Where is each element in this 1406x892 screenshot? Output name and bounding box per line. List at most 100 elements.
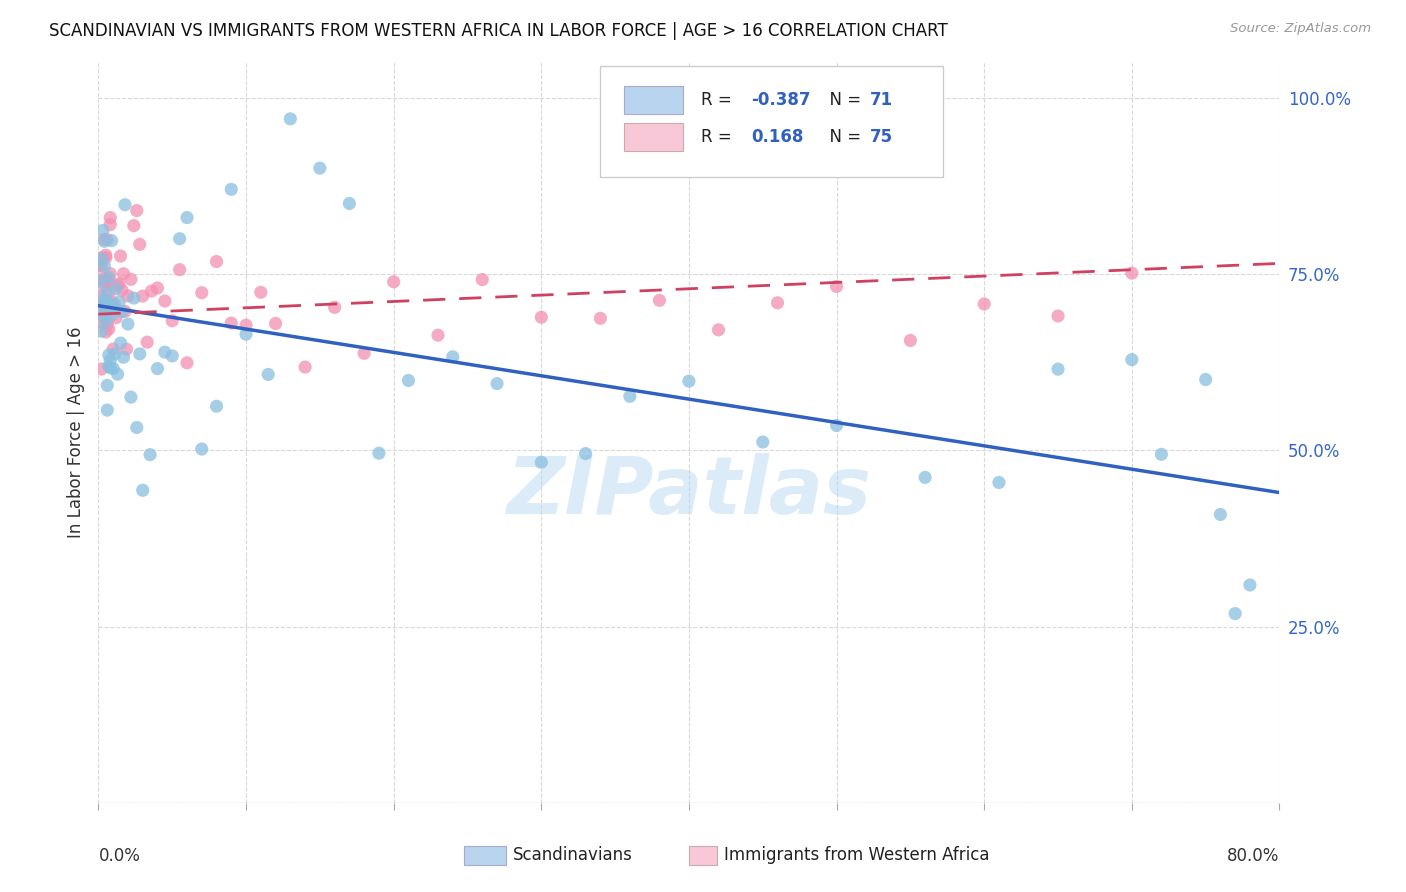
Point: [96, 271, 118, 285]
Point: [221, 182, 243, 196]
Text: ZIPatlas: ZIPatlas: [506, 453, 872, 531]
Point: [93, 278, 115, 293]
Text: -0.387: -0.387: [752, 91, 811, 109]
Point: [486, 376, 509, 391]
Point: [128, 347, 150, 361]
Point: [98, 360, 121, 375]
Point: [619, 389, 641, 403]
Point: [93, 275, 115, 289]
Point: [257, 368, 280, 382]
Point: [120, 390, 142, 404]
Point: [648, 293, 671, 308]
Point: [97, 297, 120, 311]
Point: [93, 235, 115, 249]
Text: 80.0%: 80.0%: [1227, 847, 1279, 865]
Point: [678, 374, 700, 388]
Point: [94, 248, 117, 262]
Point: [1046, 362, 1070, 376]
Point: [914, 470, 936, 484]
Point: [90, 324, 112, 338]
Point: [96, 378, 118, 392]
Bar: [624, 87, 683, 114]
Point: [94, 302, 117, 317]
Point: [169, 262, 191, 277]
Point: [105, 282, 128, 296]
Point: [128, 237, 150, 252]
Point: [162, 349, 183, 363]
Point: [94, 251, 117, 265]
Text: Scandinavians: Scandinavians: [513, 846, 633, 863]
Point: [146, 361, 169, 376]
Point: [205, 254, 228, 268]
Point: [112, 267, 135, 281]
Point: [96, 233, 118, 247]
Point: [169, 232, 191, 246]
Point: [191, 285, 214, 300]
Point: [100, 308, 122, 322]
Point: [132, 289, 155, 303]
Point: [94, 314, 117, 328]
Point: [97, 270, 120, 285]
Point: [441, 350, 464, 364]
Point: [122, 219, 145, 233]
Point: [103, 300, 125, 314]
Text: N =: N =: [818, 128, 866, 146]
Point: [98, 267, 121, 281]
Point: [139, 448, 162, 462]
Point: [117, 317, 139, 331]
Point: [96, 274, 118, 288]
Point: [91, 296, 114, 310]
Point: [93, 259, 115, 273]
Point: [111, 304, 134, 318]
Point: [707, 323, 730, 337]
Point: [368, 446, 391, 460]
Point: [141, 284, 163, 298]
Y-axis label: In Labor Force | Age > 16: In Labor Force | Age > 16: [67, 326, 86, 539]
Text: SCANDINAVIAN VS IMMIGRANTS FROM WESTERN AFRICA IN LABOR FORCE | AGE > 16 CORRELA: SCANDINAVIAN VS IMMIGRANTS FROM WESTERN …: [49, 22, 948, 40]
Text: 75: 75: [870, 128, 893, 146]
Point: [398, 374, 420, 388]
Point: [235, 318, 257, 333]
Point: [96, 317, 118, 331]
Point: [97, 348, 120, 362]
Point: [427, 328, 450, 343]
Point: [103, 298, 125, 312]
Point: [176, 211, 198, 225]
Point: [117, 289, 139, 303]
Point: [105, 310, 128, 325]
Text: R =: R =: [700, 128, 737, 146]
Text: Source: ZipAtlas.com: Source: ZipAtlas.com: [1230, 22, 1371, 36]
Point: [235, 327, 257, 342]
Point: [115, 343, 138, 357]
Point: [110, 249, 132, 263]
Point: [122, 291, 145, 305]
Point: [1150, 447, 1173, 461]
Point: [111, 283, 134, 297]
Point: [191, 442, 214, 456]
Point: [120, 272, 142, 286]
Point: [1046, 309, 1070, 323]
Point: [280, 112, 302, 126]
Point: [309, 161, 332, 176]
Point: [530, 310, 553, 325]
Point: [104, 298, 127, 312]
Point: [91, 309, 114, 323]
Point: [93, 309, 115, 323]
Point: [153, 345, 176, 359]
Text: N =: N =: [818, 91, 866, 109]
Point: [323, 300, 346, 314]
Point: [589, 311, 612, 326]
Point: [250, 285, 273, 300]
Text: R =: R =: [700, 91, 737, 109]
Bar: [624, 123, 683, 152]
Point: [900, 334, 922, 348]
Point: [752, 435, 775, 450]
Point: [1195, 372, 1218, 386]
Point: [294, 360, 316, 375]
Point: [89, 274, 111, 288]
Point: [176, 356, 198, 370]
Point: [339, 196, 361, 211]
Point: [353, 346, 375, 360]
Point: [93, 232, 115, 246]
Point: [107, 367, 129, 381]
